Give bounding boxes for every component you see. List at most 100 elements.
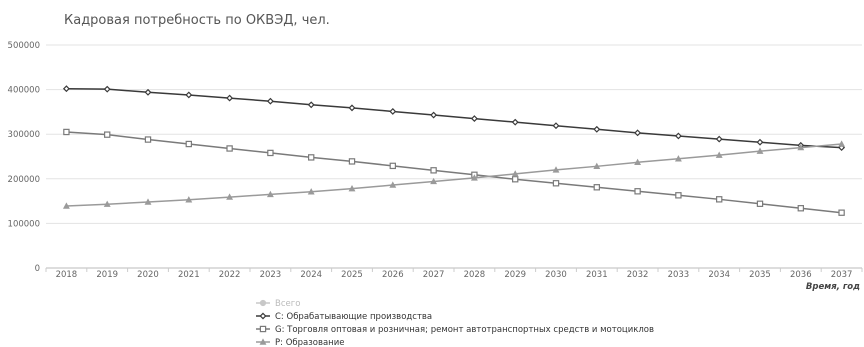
x-tick-label: 2030	[545, 270, 567, 280]
x-tick-label: 2021	[178, 270, 200, 280]
data-point	[259, 325, 267, 333]
data-point	[797, 143, 805, 151]
data-point	[715, 196, 723, 203]
data-point	[103, 200, 111, 207]
x-axis-label: Время, год	[806, 282, 860, 292]
data-point	[593, 184, 601, 191]
x-tick-label: 2027	[423, 270, 445, 280]
x-tick-label: 2026	[382, 270, 404, 280]
data-point	[144, 88, 152, 96]
y-tick-label: 400000	[8, 86, 40, 96]
data-point	[63, 128, 70, 136]
legend-label: P: Образование	[275, 338, 344, 347]
legend-item[interactable]: G: Торговля оптовая и розничная; ремонт …	[256, 325, 654, 335]
data-point	[348, 104, 356, 112]
data-point	[715, 151, 723, 158]
data-point	[797, 205, 805, 212]
data-point	[266, 190, 274, 198]
data-point	[511, 118, 519, 126]
data-point	[103, 131, 111, 138]
data-point	[144, 136, 152, 143]
data-point	[259, 312, 267, 320]
x-tick-label: 2025	[341, 270, 363, 280]
y-tick-label: 0	[35, 264, 40, 274]
x-tick-label: 2029	[504, 270, 526, 280]
data-point	[838, 209, 845, 216]
x-tick-label: 2019	[96, 270, 118, 280]
data-point	[307, 188, 315, 195]
legend: Всего C: Обрабатывающие производства G: То…	[256, 299, 654, 347]
x-tick-label: 2024	[300, 270, 322, 280]
data-point	[715, 135, 723, 143]
data-point	[552, 180, 560, 187]
data-point	[226, 94, 234, 102]
data-point	[511, 170, 519, 177]
data-point	[756, 200, 764, 207]
series-group	[62, 140, 846, 209]
data-point	[144, 198, 152, 205]
data-point	[593, 125, 601, 133]
data-point	[307, 101, 315, 109]
data-point	[634, 158, 642, 166]
x-tick-label: 2032	[627, 270, 649, 280]
data-point	[430, 167, 437, 174]
data-point	[62, 202, 70, 209]
data-point	[552, 166, 560, 173]
series-group	[63, 128, 845, 216]
x-tick-label: 2036	[790, 270, 812, 280]
x-tick-label: 2028	[464, 270, 486, 280]
data-point	[259, 299, 267, 307]
data-point	[348, 184, 356, 192]
data-point	[593, 162, 601, 170]
series-lines	[62, 85, 846, 216]
data-point	[838, 140, 846, 147]
data-point	[675, 192, 682, 199]
legend-label: C: Обрабатывающие производства	[275, 312, 432, 322]
data-point	[674, 155, 682, 162]
data-point	[756, 147, 764, 154]
legend-label: Всего	[275, 299, 300, 309]
series-line	[66, 131, 842, 214]
x-tick-label: 2023	[260, 270, 282, 280]
data-point	[430, 111, 438, 119]
series-line	[66, 143, 842, 207]
legend-item[interactable]: C: Обрабатывающие производства	[256, 312, 432, 322]
data-point	[470, 174, 478, 181]
data-point	[756, 138, 764, 146]
x-tick-label: 2020	[137, 270, 159, 280]
data-point	[226, 145, 233, 152]
data-point	[511, 176, 519, 183]
legend-item[interactable]: Всего	[256, 299, 300, 309]
x-tick-label: 2033	[668, 270, 690, 280]
x-tick-label: 2022	[219, 270, 241, 280]
data-point	[185, 140, 192, 148]
legend-item[interactable]: P: Образование	[256, 338, 344, 347]
y-tick-label: 500000	[8, 41, 40, 51]
data-point	[470, 115, 478, 123]
data-point	[634, 129, 642, 137]
x-tick-label: 2037	[831, 270, 853, 280]
data-point	[389, 162, 397, 170]
data-point	[266, 97, 274, 105]
chart-title: Кадровая потребность по ОКВЭД, чел.	[64, 13, 330, 28]
data-point	[259, 338, 267, 345]
data-point	[348, 158, 356, 165]
data-point	[634, 188, 641, 195]
data-point	[308, 154, 315, 161]
legend-label: G: Торговля оптовая и розничная; ремонт …	[275, 325, 654, 335]
data-point	[430, 177, 438, 185]
y-tick-label: 300000	[8, 130, 40, 140]
y-tick-label: 200000	[8, 175, 40, 185]
x-axis-ticks: 2018 2019 2020 2021 2022 2023 2024 2025 2026 2027…	[45, 268, 863, 280]
y-tick-label: 100000	[8, 219, 40, 229]
x-tick-label: 2018	[56, 270, 78, 280]
grid-lines	[46, 44, 862, 269]
x-tick-label: 2035	[749, 270, 771, 280]
data-point	[103, 85, 111, 93]
data-point	[389, 181, 397, 188]
data-point	[674, 132, 682, 140]
data-point	[185, 196, 193, 203]
x-tick-label: 2034	[708, 270, 730, 280]
